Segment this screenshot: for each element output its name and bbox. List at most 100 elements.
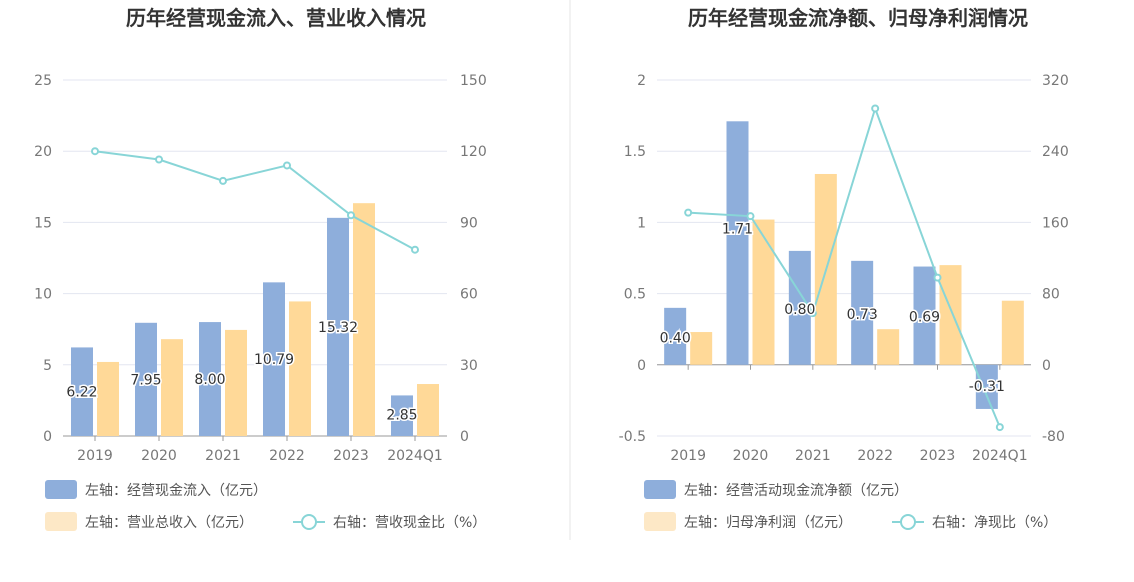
bar-net-profit (877, 329, 900, 365)
left-axis-tick-label: 1.5 (624, 144, 646, 160)
bar-cash-inflow (391, 395, 413, 436)
bar-cash-inflow (263, 282, 285, 436)
right-axis-tick-label: 0 (460, 429, 469, 445)
legend-swatch (45, 480, 77, 499)
right-axis-tick-label: 160 (1042, 215, 1069, 231)
line-point (684, 208, 693, 217)
bar-revenue (97, 361, 119, 436)
x-axis-tick-label: 2021 (795, 448, 831, 464)
x-axis-tick-label: 2024Q1 (387, 448, 443, 464)
bar-op-cash-net (975, 364, 998, 409)
line-point (746, 212, 755, 221)
right-axis-tick-label: 0 (1042, 358, 1051, 374)
right-axis-tick-label: 120 (460, 144, 487, 160)
left-axis-tick-label: -0.5 (619, 429, 646, 445)
right-axis-tick-label: 320 (1042, 73, 1069, 89)
bar-op-cash-net (664, 307, 687, 365)
chart-1: 历年经营现金流入、营业收入情况 0 0 5 30 10 60 15 90 20 120 25 150 20… (34, 6, 487, 531)
legend-label: 左轴：经营活动现金流净额（亿元） (684, 483, 908, 499)
bar-data-label: 7.95 (130, 372, 161, 388)
legend-item-series-1[interactable]: 左轴：经营活动现金流净额（亿元） (644, 480, 908, 499)
bar-data-label: 10.79 (254, 352, 294, 368)
bar-cash-inflow (71, 347, 93, 436)
left-axis-tick-label: 10 (34, 287, 52, 303)
left-axis-tick-label: 20 (34, 144, 52, 160)
bar-data-label: 6.22 (66, 385, 97, 401)
right-axis-tick-label: 150 (460, 73, 487, 89)
bar-revenue (225, 329, 247, 436)
bar-revenue (353, 203, 375, 436)
bar-data-label: -0.31 (969, 379, 1005, 395)
right-axis-tick-label: 240 (1042, 144, 1069, 160)
legend-swatch (45, 512, 77, 531)
bar-data-label: 15.32 (318, 320, 358, 336)
legend-label: 右轴：净现比（%） (932, 515, 1057, 531)
line-point (933, 273, 942, 282)
right-axis-tick-label: 80 (1042, 287, 1060, 303)
bar-net-profit (939, 265, 962, 365)
bar-net-profit (752, 219, 775, 365)
legend-label: 左轴：营业总收入（亿元） (85, 515, 253, 531)
legend-item-series-2[interactable]: 左轴：营业总收入（亿元） (45, 512, 253, 531)
left-axis-tick-label: 1 (637, 215, 646, 231)
x-axis-tick-label: 2020 (733, 448, 769, 464)
line-net-cash-ratio (688, 105, 1001, 428)
right-axis-tick-label: 60 (460, 287, 478, 303)
legend-item-series-3[interactable]: 右轴：净现比（%） (892, 514, 1057, 531)
line-point (347, 211, 355, 220)
chart-2: 历年经营现金流净额、归母净利润情况 -0.5 -80 0 0 0.5 80 1 160 1.5 24… (619, 6, 1069, 531)
line-point (155, 155, 163, 164)
line-point (91, 147, 99, 156)
x-axis-tick-label: 2019 (77, 448, 113, 464)
bar-op-cash-net (726, 121, 749, 365)
line-revenue-cash-ratio (94, 150, 416, 251)
legend-label: 左轴：经营现金流入（亿元） (85, 483, 267, 499)
line-point (219, 176, 227, 185)
x-axis-tick-label: 2022 (857, 448, 893, 464)
x-axis-tick-label: 2023 (920, 448, 956, 464)
left-axis-tick-label: 25 (34, 73, 52, 89)
bar-data-label: 0.40 (660, 330, 691, 346)
line-point (871, 104, 880, 113)
legend-item-series-3[interactable]: 右轴：营收现金比（%） (293, 514, 486, 531)
legend-swatch-marker (900, 514, 916, 530)
line-point (995, 423, 1004, 432)
right-axis-tick-label: 30 (460, 358, 478, 374)
bar-data-label: 1.71 (722, 221, 753, 237)
legend-label: 右轴：营收现金比（%） (333, 515, 486, 531)
left-axis-tick-label: 0 (43, 429, 52, 445)
bar-data-label: 8.00 (194, 372, 225, 388)
x-axis-tick-label: 2019 (670, 448, 706, 464)
legend-swatch-marker (301, 514, 317, 530)
chart-title: 历年经营现金流入、营业收入情况 (126, 6, 426, 30)
legend-swatch (644, 480, 676, 499)
chart-title: 历年经营现金流净额、归母净利润情况 (688, 6, 1028, 30)
legend-swatch (644, 512, 676, 531)
line-point (808, 309, 817, 318)
bar-op-cash-net (851, 260, 874, 365)
legend-item-series-1[interactable]: 左轴：经营现金流入（亿元） (45, 480, 267, 499)
x-axis-tick-label: 2024Q1 (972, 448, 1028, 464)
bar-net-profit (1001, 300, 1024, 365)
x-axis-tick-label: 2020 (141, 448, 177, 464)
right-axis-tick-label: -80 (1042, 429, 1065, 445)
x-axis-tick-label: 2023 (333, 448, 369, 464)
bar-revenue (161, 339, 183, 436)
x-axis-tick-label: 2021 (205, 448, 241, 464)
bar-revenue (289, 301, 311, 436)
bar-cash-inflow (327, 217, 349, 436)
bar-op-cash-net (788, 250, 811, 365)
legend-label: 左轴：归母净利润（亿元） (684, 514, 852, 531)
bar-data-label: 2.85 (386, 407, 417, 423)
bar-data-label: 0.73 (847, 307, 878, 323)
legend-item-series-2[interactable]: 左轴：归母净利润（亿元） (644, 512, 852, 531)
x-axis-tick-label: 2022 (269, 448, 305, 464)
bar-data-label: 0.69 (909, 310, 940, 326)
left-axis-tick-label: 0.5 (624, 287, 646, 303)
left-axis-tick-label: 5 (43, 358, 52, 374)
bar-revenue (417, 384, 439, 436)
bar-op-cash-net (913, 266, 936, 365)
line-point (411, 245, 419, 254)
